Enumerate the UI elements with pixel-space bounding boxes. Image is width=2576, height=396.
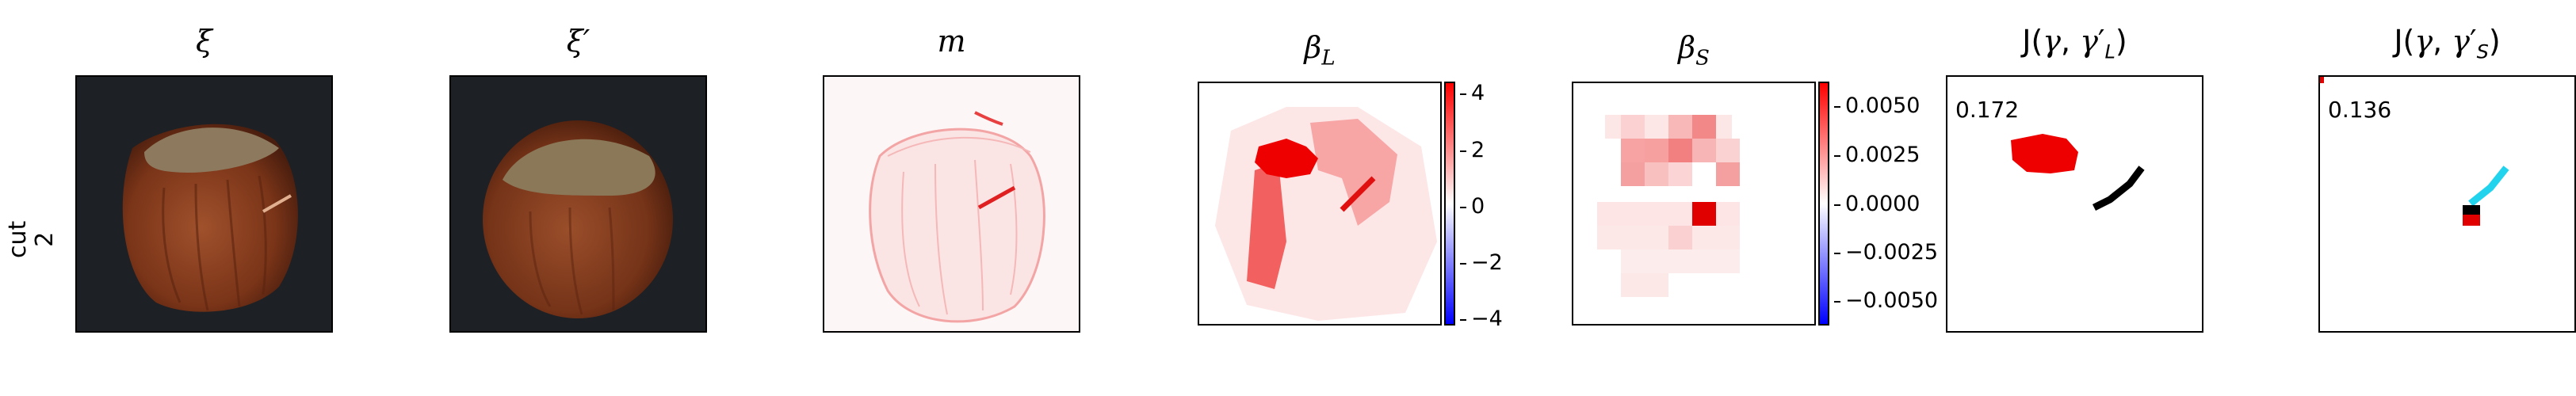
title-beta-L: βL (1304, 30, 1336, 70)
row-label-line1: cut (4, 220, 32, 258)
colorbar-beta-L (1444, 82, 1455, 326)
row-label: cut 2 (4, 220, 59, 258)
tick-L-1: 2 (1459, 138, 1485, 162)
image-beta-L (1198, 82, 1442, 326)
tick-S-4: −0.0050 (1833, 288, 1939, 313)
tick-L-3: −2 (1460, 250, 1503, 275)
tick-S-2: 0.0000 (1833, 192, 1921, 216)
image-jaccard-S: 0.136 (2318, 75, 2576, 333)
title-xi-prime: ξ′ (566, 24, 590, 59)
title-jaccard-L: J(γ, γ′L) (2022, 24, 2127, 63)
title-beta-S: βS (1678, 30, 1710, 70)
tick-L-4: −4 (1460, 307, 1503, 331)
colorbar-beta-S (1818, 82, 1829, 326)
hazelnut-photo (122, 124, 298, 312)
overlap-L (2011, 134, 2145, 211)
score-S: 0.136 (2328, 97, 2392, 123)
score-L: 0.172 (1955, 97, 2020, 123)
row-label-line2: 2 (31, 231, 59, 247)
image-jaccard-L: 0.172 (1946, 75, 2203, 333)
image-m (823, 75, 1080, 333)
overlap-S (2320, 77, 2509, 226)
image-xi (75, 75, 333, 333)
tick-L-0: 4 (1459, 81, 1485, 105)
tick-S-3: −0.0025 (1833, 240, 1939, 265)
mask-m (869, 111, 1045, 323)
tick-S-1: 0.0025 (1833, 143, 1921, 167)
map-beta-S (1597, 115, 1740, 297)
image-beta-S (1572, 82, 1816, 326)
title-xi: ξ (196, 24, 212, 59)
title-jaccard-S: J(γ, γ′S) (2394, 24, 2501, 63)
map-beta-L (1215, 107, 1437, 321)
hazelnut-photo-alt (483, 120, 673, 318)
tick-L-2: 0 (1459, 194, 1485, 219)
title-m: m (937, 24, 966, 59)
image-xi-prime (449, 75, 707, 333)
tick-S-0: 0.0050 (1833, 93, 1921, 118)
